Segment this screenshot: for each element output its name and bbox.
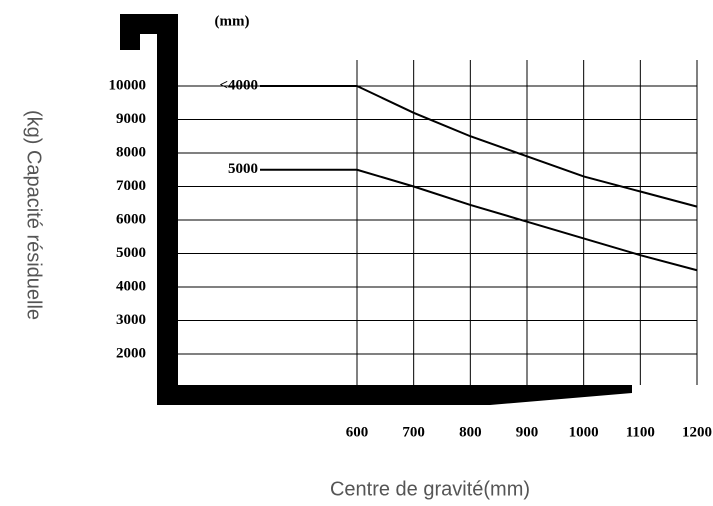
x-tick-label: 700 [402, 424, 425, 440]
legend-label: 5000 [228, 161, 258, 177]
y-tick-label: 6000 [116, 211, 146, 227]
x-tick-label: 1000 [569, 424, 599, 440]
x-tick-label: 800 [459, 424, 482, 440]
x-tick-label: 900 [516, 424, 539, 440]
y-tick-label: 3000 [116, 312, 146, 328]
unit-label: (mm) [215, 13, 250, 29]
y-tick-label: 9000 [116, 111, 146, 127]
x-tick-label: 1100 [626, 424, 655, 440]
y-tick-label: 7000 [116, 178, 146, 194]
y-tick-label: 5000 [116, 245, 146, 261]
legend-label: <4000 [219, 77, 258, 93]
y-tick-label: 2000 [116, 345, 146, 361]
x-tick-label: 600 [346, 424, 369, 440]
y-axis-label: (kg) Capacité résiduelle [23, 110, 45, 320]
y-tick-label: 10000 [109, 77, 147, 93]
x-axis-label: Centre de gravité(mm) [330, 478, 530, 500]
series-line [356, 85, 698, 208]
y-tick-label: 4000 [116, 278, 146, 294]
y-tick-label: 8000 [116, 144, 146, 160]
x-tick-label: 1200 [682, 424, 712, 440]
fork [120, 14, 632, 405]
series-line [356, 168, 698, 272]
